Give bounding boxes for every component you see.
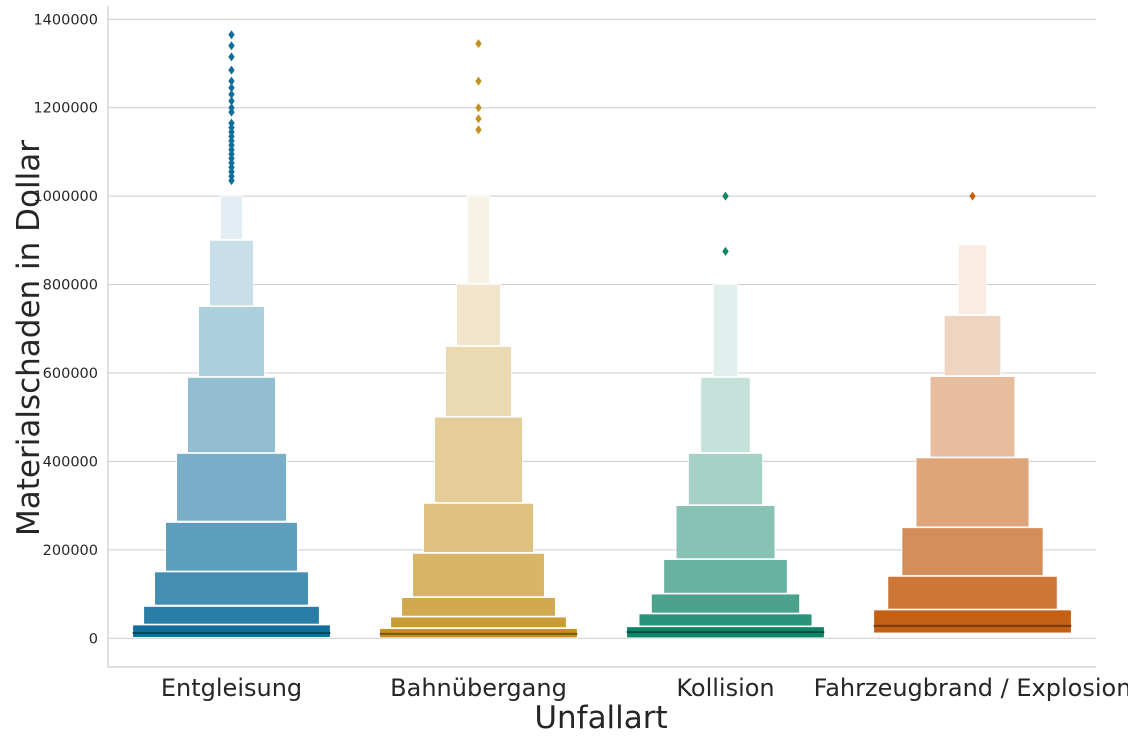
outlier-point [475, 76, 482, 86]
x-tick-label: Fahrzeugbrand / Explosion [814, 674, 1128, 702]
y-tick-label: 400000 [43, 454, 98, 470]
outlier-point [475, 39, 482, 49]
x-axis-title: Unfallart [534, 700, 667, 736]
boxen-series [873, 191, 1072, 634]
outlier-point [228, 83, 235, 93]
outlier-point [228, 30, 235, 40]
boxen-box [467, 195, 490, 285]
boxen-box [445, 346, 512, 417]
boxen-series [626, 191, 825, 639]
boxen-box [638, 613, 813, 627]
boxen-box [901, 527, 1044, 576]
outlier-point [228, 89, 235, 99]
boxen-box [929, 376, 1016, 458]
boxen-box [154, 571, 309, 606]
boxen-box [132, 624, 331, 638]
y-tick-label: 1200000 [33, 101, 98, 117]
boxen-box [423, 503, 534, 553]
boxen-box [957, 244, 988, 316]
outlier-point [228, 65, 235, 75]
boxen-box [401, 597, 556, 617]
boxen-series [132, 30, 331, 638]
boxen-box [412, 552, 545, 598]
outlier-point [969, 191, 976, 201]
axes [107, 6, 1096, 668]
outlier-point [722, 191, 729, 201]
boxen-box [688, 453, 763, 506]
y-tick-label: 800000 [43, 278, 98, 294]
boxen-box [456, 284, 501, 346]
boxen-box [143, 606, 320, 625]
boxen-box [165, 522, 298, 572]
outlier-point [228, 118, 235, 128]
boxen-plot-area [132, 30, 1072, 639]
y-tick-label: 1000000 [33, 189, 98, 205]
outlier-point [228, 96, 235, 106]
outlier-point [475, 125, 482, 135]
boxen-box [887, 575, 1058, 610]
x-tick-label: Bahnübergang [390, 674, 567, 702]
x-tick-label: Kollision [676, 674, 774, 702]
boxen-box [663, 559, 788, 594]
x-tick-labels: Entgleisung Bahnübergang Kollision Fahrzeug… [161, 674, 1128, 702]
boxen-box [873, 609, 1072, 634]
boxen-box [651, 593, 801, 614]
outlier-point [475, 114, 482, 124]
outlier-point [722, 246, 729, 256]
boxen-box [176, 453, 287, 522]
boxen-series [379, 39, 578, 639]
boxen-box [915, 457, 1030, 528]
boxen-box [700, 376, 751, 453]
boxen-box [198, 306, 265, 377]
outlier-point [228, 41, 235, 51]
boxen-box [434, 416, 523, 503]
y-tick-label: 1400000 [33, 12, 98, 28]
y-tick-labels: 0 200000 400000 600000 800000 1000000 1200000 1… [33, 12, 98, 647]
boxen-box [943, 315, 1002, 377]
boxen-box [390, 616, 567, 629]
y-tick-label: 600000 [43, 366, 98, 382]
boxen-box [712, 284, 739, 377]
boxen-box [675, 505, 776, 560]
boxen-box [187, 376, 276, 453]
outlier-point [475, 103, 482, 113]
y-tick-label: 0 [89, 631, 98, 647]
boxen-box [209, 239, 254, 307]
x-tick-label: Entgleisung [161, 674, 302, 702]
outlier-point [228, 76, 235, 86]
outlier-point [228, 52, 235, 62]
y-tick-label: 200000 [43, 543, 98, 559]
outlier-point [228, 103, 235, 113]
boxen-box [220, 195, 243, 240]
y-axis-title: Materialschaden in Dollar [11, 140, 47, 536]
